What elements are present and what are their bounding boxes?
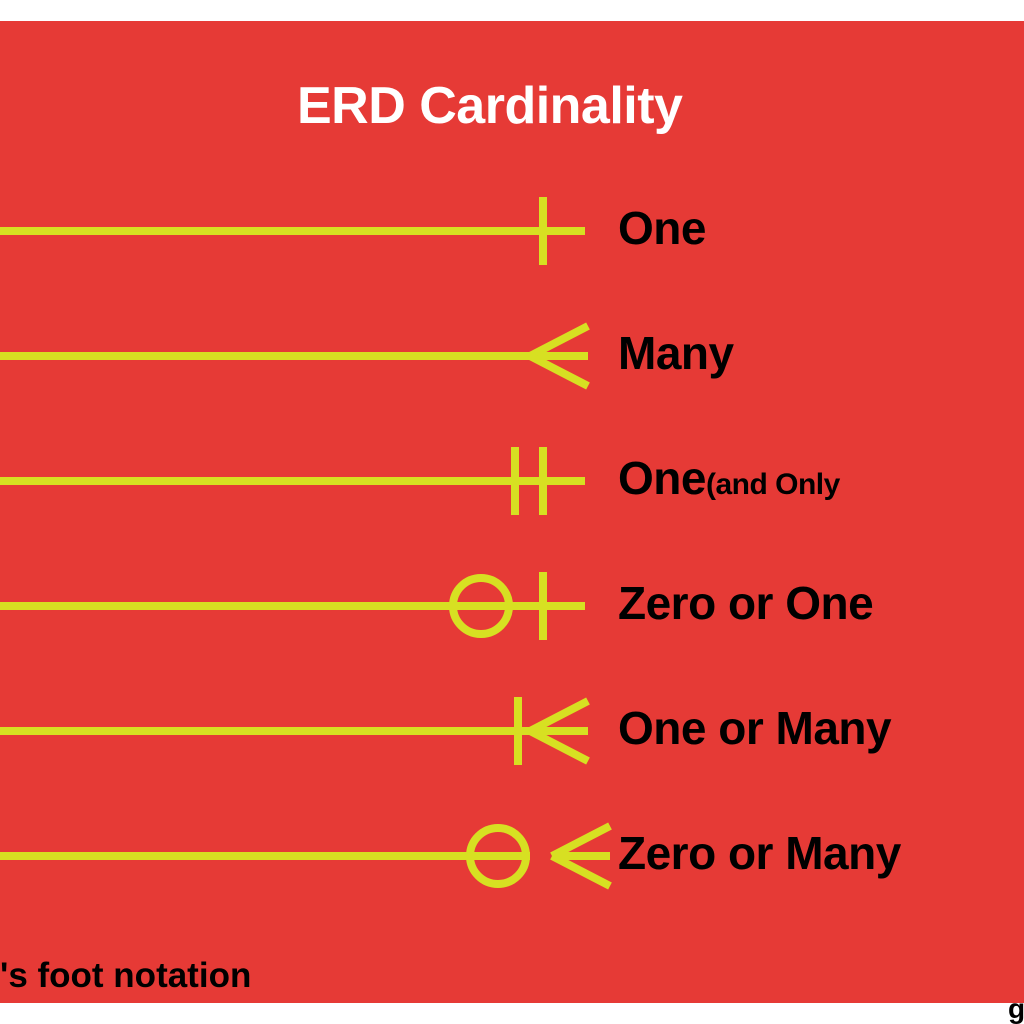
cardinality-label-main: Zero or Many [618, 827, 901, 879]
cardinality-label: One [618, 201, 706, 255]
cardinality-label: Many [618, 326, 734, 380]
canvas: ERD Cardinality OneManyOne(and OnlyZero … [0, 0, 1024, 1024]
cardinality-one-icon [0, 171, 1024, 291]
cardinality-label-main: Zero or One [618, 577, 873, 629]
cardinality-label-main: One [618, 452, 706, 504]
cardinality-many-icon [0, 296, 1024, 416]
cardinality-label-main: Many [618, 327, 734, 379]
cardinality-label-main: One [618, 202, 706, 254]
cardinality-label: One or Many [618, 701, 891, 755]
cardinality-label-main: One or Many [618, 702, 891, 754]
cardinality-label: Zero or One [618, 576, 873, 630]
footer-note: 's foot notation [0, 956, 251, 996]
diagram-panel: ERD Cardinality OneManyOne(and OnlyZero … [0, 21, 1024, 1003]
cardinality-label: One(and Only [618, 451, 840, 505]
corner-letter: g [1008, 993, 1024, 1024]
cardinality-label-sub: (and Only [706, 468, 840, 501]
cardinality-label: Zero or Many [618, 826, 901, 880]
cardinality-one_only-icon [0, 421, 1024, 541]
diagram-title: ERD Cardinality [297, 76, 682, 136]
